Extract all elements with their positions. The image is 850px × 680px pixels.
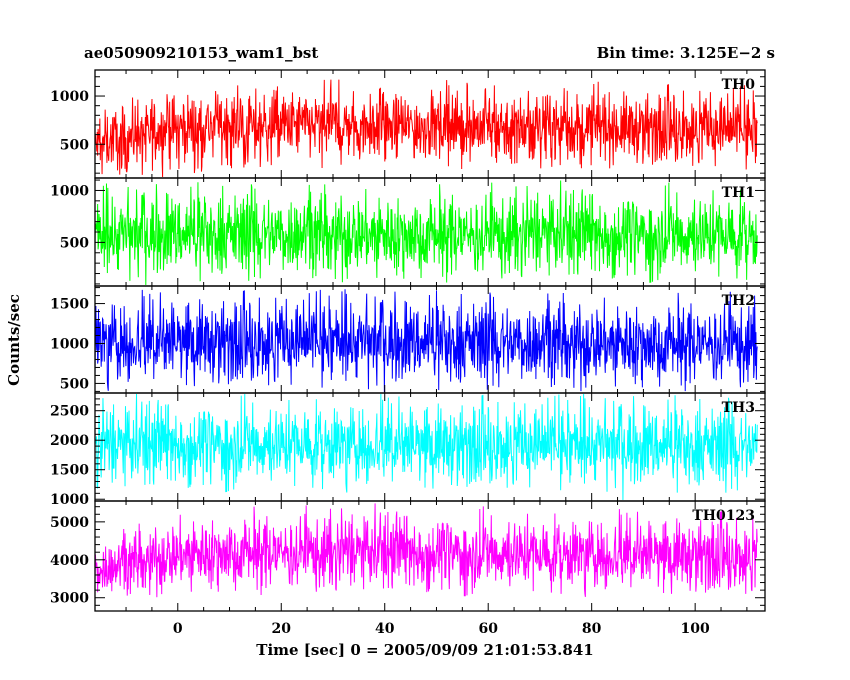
series-line-th0123	[94, 503, 758, 598]
series-label-th1: TH1	[722, 185, 755, 201]
x-tick-label: 80	[582, 621, 602, 637]
frame-layer	[94, 69, 766, 612]
series-line-th3	[94, 393, 758, 501]
y-tick-label: 1000	[50, 336, 89, 352]
y-tick-label: 500	[60, 137, 89, 153]
y-tick-label: 1500	[50, 297, 89, 313]
y-axis-label: Counts/sec	[5, 294, 23, 386]
series-label-th0123: TH0123	[692, 508, 755, 524]
y-tick-label: 1500	[50, 463, 89, 479]
x-tick-label: 60	[478, 621, 498, 637]
y-tick-label: 5000	[50, 515, 89, 531]
series-label-th3: TH3	[722, 400, 755, 416]
series-line-th2	[94, 289, 758, 393]
series-label-th0: TH0	[722, 77, 756, 93]
x-tick-label: 0	[173, 621, 183, 637]
y-tick-label: 1000	[50, 492, 89, 508]
panel-frame-th0123	[94, 500, 766, 612]
y-tick-label: 1000	[50, 183, 89, 199]
y-tick-label: 2000	[50, 433, 89, 449]
y-tick-label: 500	[60, 235, 89, 251]
x-axis-label: Time [sec] 0 = 2005/09/09 21:01:53.841	[256, 641, 593, 659]
series-line-th1	[94, 180, 758, 286]
y-tick-label: 3000	[50, 591, 89, 607]
series-label-th2: TH2	[722, 293, 755, 309]
bin-time-label: Bin time: 3.125E−2 s	[596, 44, 775, 62]
series-line-th0	[94, 79, 758, 178]
y-tick-label: 1000	[50, 89, 89, 105]
y-tick-label: 4000	[50, 553, 89, 569]
y-tick-label: 500	[60, 376, 89, 392]
x-tick-label: 20	[272, 621, 292, 637]
series-layer	[94, 79, 758, 598]
x-tick-label: 40	[375, 621, 395, 637]
chart-title: ae050909210153_wam1_bst	[84, 44, 319, 62]
y-tick-label: 2500	[50, 404, 89, 420]
x-tick-label: 100	[681, 621, 710, 637]
